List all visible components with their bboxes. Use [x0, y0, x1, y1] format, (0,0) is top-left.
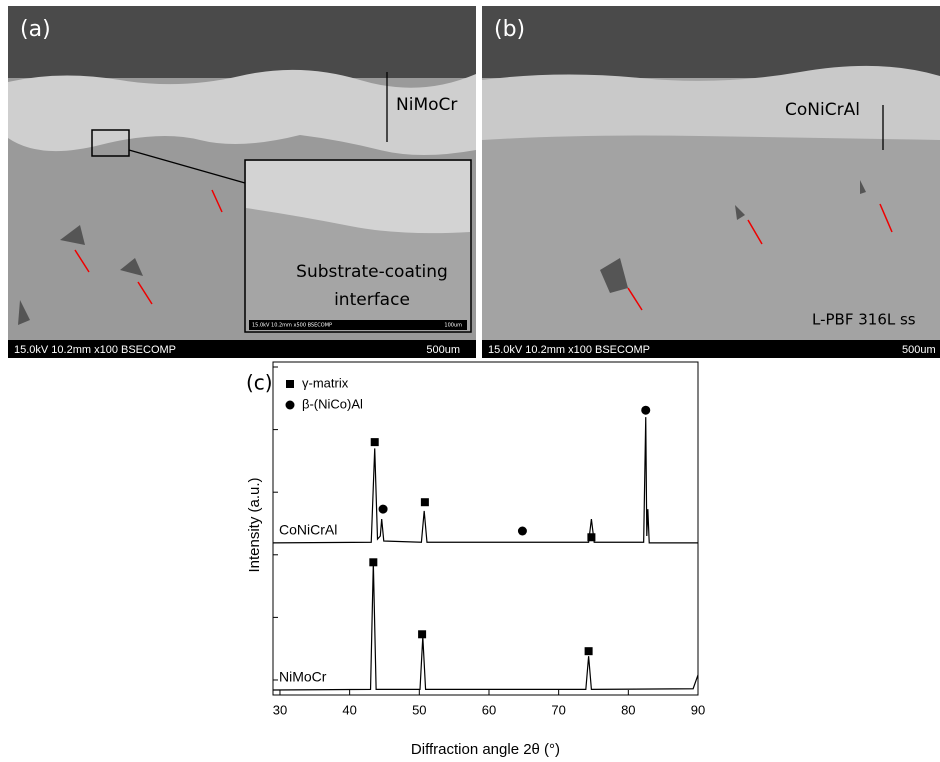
- xrd-pattern: [272, 417, 698, 544]
- legend-entry: γ-matrix: [302, 375, 349, 390]
- series-label: CoNiCrAl: [279, 522, 337, 538]
- x-tick-label: 80: [621, 702, 635, 717]
- peak-marker: [641, 405, 651, 415]
- inset-info: 15.0kV 10.2mm x500 BSECOMP: [252, 323, 332, 329]
- panel-label: (a): [20, 17, 51, 42]
- panel-label: (b): [494, 17, 525, 42]
- sem-panel-b: (b) CoNiCrAl L-PBF 316L ss 15.0kV 10.2mm…: [482, 6, 940, 358]
- substrate-label: L-PBF 316L ss: [812, 311, 916, 329]
- peak-marker: [369, 558, 378, 567]
- legend-entry: β-(NiCo)Al: [302, 396, 363, 411]
- inset-text: interface: [334, 290, 410, 310]
- peak-marker: [584, 647, 593, 656]
- inset-text: Substrate-coating: [296, 262, 448, 282]
- panel-label: (c): [246, 371, 273, 395]
- peak-marker: [418, 630, 427, 639]
- sem-panel-a: (a) NiMoCr Substrate-coating interface 1…: [8, 6, 476, 358]
- x-tick-label: 70: [551, 702, 565, 717]
- peak-marker: [370, 438, 379, 447]
- xrd-pattern: [272, 562, 699, 691]
- y-axis-label: Intensity (a.u.): [246, 477, 263, 572]
- peak-marker: [378, 504, 388, 514]
- peak-marker: [420, 498, 429, 507]
- coating-label: NiMoCr: [396, 95, 457, 115]
- peak-marker: [285, 400, 295, 410]
- peak-marker: [587, 533, 596, 542]
- x-tick-label: 60: [482, 702, 496, 717]
- peak-marker: [517, 526, 527, 536]
- peak-marker: [286, 380, 294, 388]
- scale-bar-label: 500um: [426, 344, 460, 356]
- x-axis-label: Diffraction angle 2θ (°): [411, 741, 560, 758]
- x-tick-label: 30: [273, 702, 287, 717]
- series-label: NiMoCr: [279, 669, 327, 685]
- x-tick-label: 50: [412, 702, 426, 717]
- coating-label: CoNiCrAl: [785, 100, 860, 120]
- sem-info: 15.0kV 10.2mm x100 BSECOMP: [488, 344, 650, 356]
- xrd-chart: 30 40 50 60 70 80 90 Diffraction angle 2θ (°) In…: [246, 361, 705, 758]
- x-tick-label: 90: [691, 702, 705, 717]
- scale-bar-label: 500um: [902, 344, 936, 356]
- inset-scale: 100um: [444, 323, 462, 329]
- x-tick-label: 40: [342, 702, 356, 717]
- sem-info: 15.0kV 10.2mm x100 BSECOMP: [14, 344, 176, 356]
